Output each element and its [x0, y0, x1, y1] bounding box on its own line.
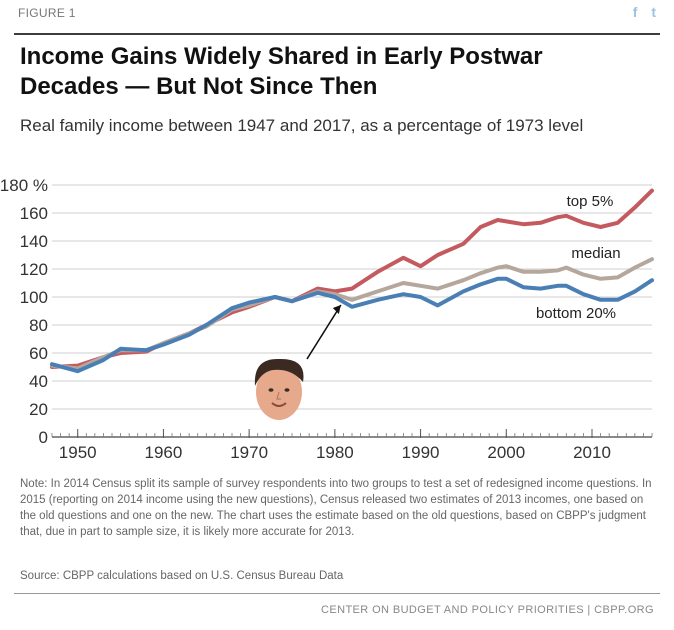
- bottom-divider: [14, 593, 660, 594]
- series-label: median: [571, 245, 620, 262]
- y-tick-label: 100: [20, 288, 48, 307]
- income-line-chart: 0 20 40 60 80 100 120 140 160 180 % 1950 1960 1970 19…: [0, 176, 654, 462]
- top-5-line: [50, 188, 654, 369]
- chart-subtitle: Real family income between 1947 and 2017…: [20, 116, 584, 135]
- footer-credit: CENTER ON BUDGET AND POLICY PRIORITIES |…: [321, 604, 654, 616]
- x-tick-label: 1960: [145, 443, 183, 462]
- chart-title-line-2: Decades — But Not Since Then: [20, 73, 378, 100]
- top-divider: [14, 33, 660, 35]
- y-tick-label: 80: [29, 316, 48, 335]
- chart-note: Note: In 2014 Census split its sample of…: [20, 478, 652, 538]
- y-tick-label: 160: [20, 204, 48, 223]
- x-tick-label: 1970: [230, 443, 268, 462]
- social-links: f t: [623, 4, 656, 20]
- y-tick-label: 140: [20, 232, 48, 251]
- annotation-arrowhead: [332, 305, 341, 314]
- y-tick-label: 60: [29, 344, 48, 363]
- figure-label: FIGURE 1: [18, 6, 76, 20]
- chart-source: Source: CBPP calculations based on U.S. …: [20, 570, 344, 582]
- chart-title: Income Gains Widely Shared in Early Post…: [20, 42, 660, 102]
- y-tick-label: 0: [39, 428, 48, 447]
- y-tick-label: 40: [29, 372, 48, 391]
- x-tick-label: 1990: [402, 443, 440, 462]
- x-tick-label: 1980: [316, 443, 354, 462]
- facebook-icon[interactable]: f: [632, 4, 638, 20]
- chart-title-line-1: Income Gains Widely Shared in Early Post…: [20, 43, 543, 70]
- reagan-portrait-icon: [254, 358, 304, 420]
- y-tick-label: 20: [29, 400, 48, 419]
- annotation-arrow: [306, 304, 342, 360]
- series-label: top 5%: [567, 193, 614, 210]
- x-tick-label: 1950: [59, 443, 97, 462]
- x-tick-label: 2010: [573, 443, 611, 462]
- y-tick-label: 180 %: [0, 176, 48, 195]
- x-tick-label: 2000: [487, 443, 525, 462]
- twitter-icon[interactable]: t: [651, 4, 656, 20]
- bottom-20-line: [50, 276, 654, 374]
- series-label: bottom 20%: [536, 305, 616, 322]
- y-tick-label: 120: [20, 260, 48, 279]
